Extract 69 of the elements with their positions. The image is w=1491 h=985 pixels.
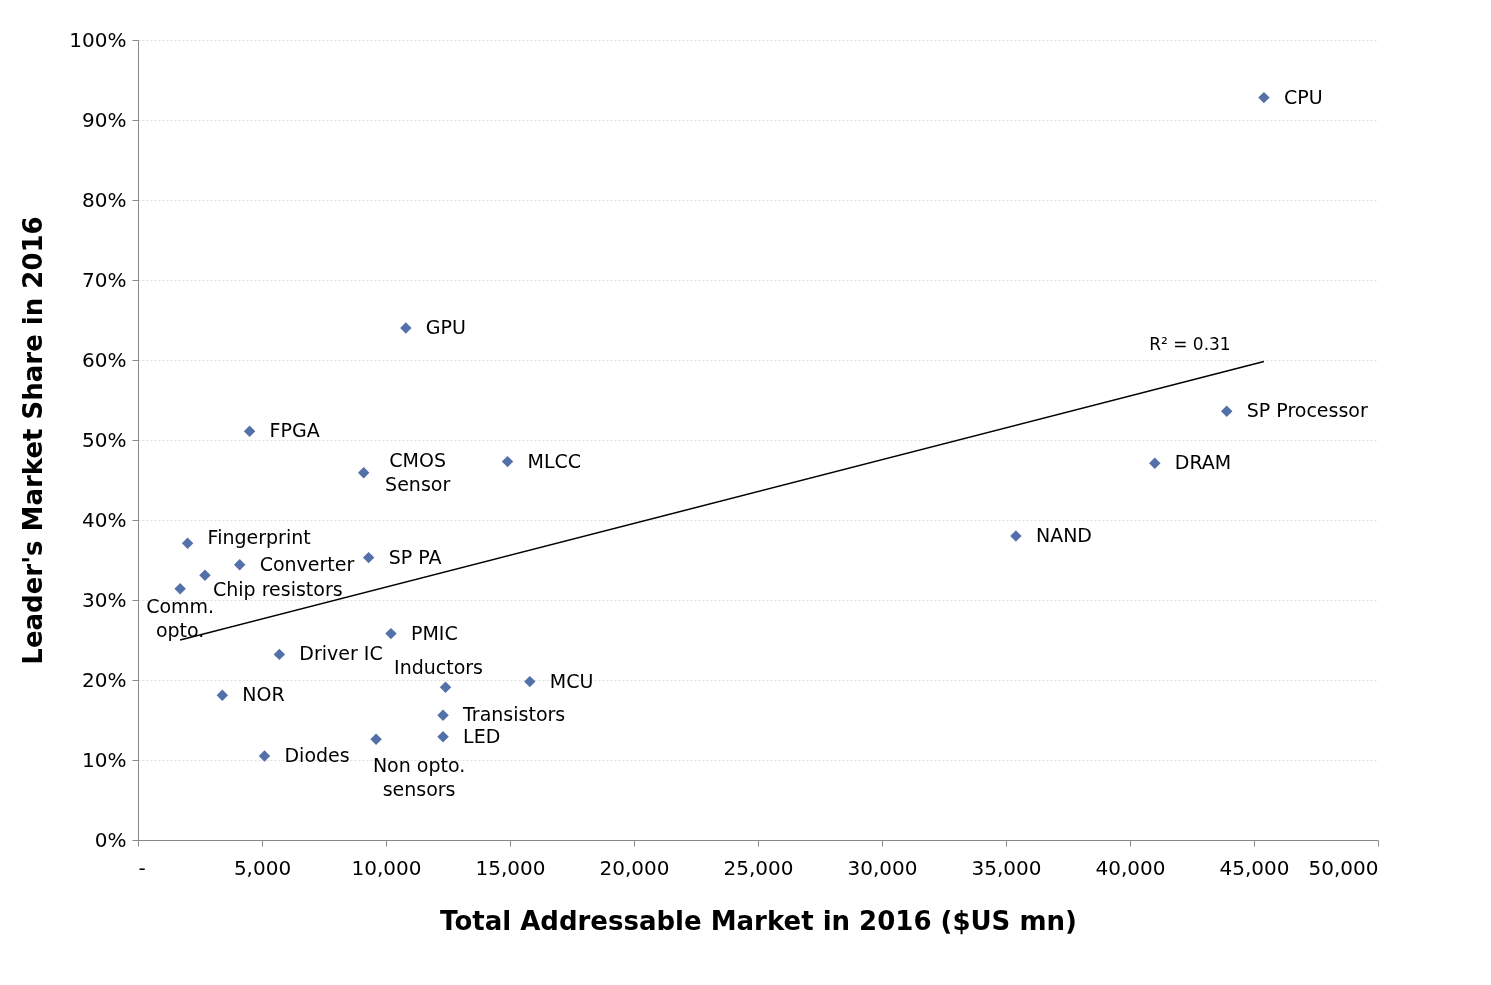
annotation: NOR: [242, 683, 285, 706]
point: [439, 681, 452, 693]
annotation: NAND: [1035, 524, 1092, 546]
point: [1010, 530, 1022, 542]
annotation: Fingerprint: [207, 526, 311, 549]
point: [174, 583, 186, 595]
y-tick-label: 0%: [94, 827, 127, 852]
y-tick-label: 50%: [82, 427, 127, 452]
annotation: MCU: [549, 669, 594, 692]
annotation: CMOS Sensor: [385, 448, 451, 495]
annotation: Transistors: [462, 703, 566, 726]
y-tick-label: 100%: [69, 27, 127, 52]
point: [233, 559, 246, 571]
annotation: MLCC: [527, 449, 582, 472]
x-tick-label: 15,000: [475, 855, 546, 880]
y-tick-label: 90%: [82, 107, 127, 132]
annotation: Inductors: [394, 656, 484, 679]
point: [362, 551, 375, 564]
point: [385, 627, 397, 640]
y-tick-label: 70%: [82, 267, 127, 292]
annotation: R² = 0.31: [1149, 333, 1231, 354]
x-axis-title: Total Addressable Market in 2016 ($US mn): [440, 905, 1077, 936]
x-tick-label: 45,000: [1219, 855, 1290, 880]
annotation: CPU: [1283, 85, 1323, 108]
point: [437, 709, 449, 721]
y-axis-title: Leader's Market Share in 2016: [18, 216, 49, 665]
y-tick-label: 40%: [82, 507, 127, 532]
y-tick-label: 80%: [82, 187, 127, 212]
annotation: LED: [463, 724, 501, 747]
point: [181, 537, 194, 549]
x-tick-label: -: [138, 855, 146, 880]
point: [1149, 457, 1161, 469]
point: [357, 467, 370, 479]
point: [501, 455, 514, 468]
point: [199, 569, 211, 581]
x-tick-label: 25,000: [723, 855, 794, 880]
x-tick-label: 5,000: [233, 855, 292, 880]
point: [1221, 405, 1233, 417]
annotation: Chip resistors: [212, 578, 343, 601]
point: [258, 750, 271, 762]
annotation: Diodes: [284, 744, 350, 766]
annotation: PMIC: [410, 621, 458, 644]
point: [1258, 91, 1270, 104]
x-tick-label: 50,000: [1308, 855, 1379, 880]
annotation: Non opto. sensors: [372, 754, 466, 801]
x-tick-label: 20,000: [599, 855, 670, 880]
x-tick-label: 30,000: [847, 855, 918, 880]
point: [400, 322, 412, 334]
point: [243, 425, 256, 437]
annotation: Converter: [259, 552, 355, 575]
annotation: Driver IC: [299, 642, 383, 665]
x-tick-label: 40,000: [1095, 855, 1166, 880]
annotation: Comm. opto.: [146, 594, 215, 641]
annotation: GPU: [425, 316, 466, 338]
point: [524, 675, 536, 688]
annotation: SP PA: [388, 545, 442, 568]
x-tick-label: 35,000: [971, 855, 1042, 880]
point: [273, 648, 286, 661]
point: [216, 689, 229, 701]
annotation: FPGA: [269, 419, 320, 442]
y-tick-label: 20%: [82, 667, 127, 692]
annotation: SP Processor: [1246, 399, 1368, 422]
y-tick-label: 60%: [82, 347, 127, 372]
x-tick-label: 10,000: [351, 855, 422, 880]
annotation: DRAM: [1174, 451, 1232, 474]
y-tick-label: 30%: [82, 587, 127, 612]
y-tick-label: 10%: [82, 747, 127, 772]
point: [370, 733, 382, 745]
point: [437, 731, 449, 743]
